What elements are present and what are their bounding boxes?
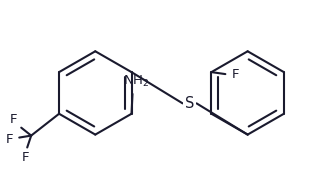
Text: F: F [6, 133, 13, 146]
Text: NH$_2$: NH$_2$ [123, 74, 150, 89]
Text: F: F [9, 113, 17, 126]
Text: F: F [22, 151, 29, 164]
Text: S: S [185, 96, 194, 111]
Text: F: F [231, 68, 239, 81]
